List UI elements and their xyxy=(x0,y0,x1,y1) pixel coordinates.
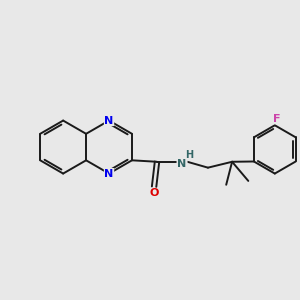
Text: H: H xyxy=(186,150,194,160)
Text: N: N xyxy=(104,169,114,178)
Text: O: O xyxy=(149,188,159,198)
Text: F: F xyxy=(272,114,280,124)
Text: N: N xyxy=(104,116,114,126)
Text: N: N xyxy=(177,159,187,169)
